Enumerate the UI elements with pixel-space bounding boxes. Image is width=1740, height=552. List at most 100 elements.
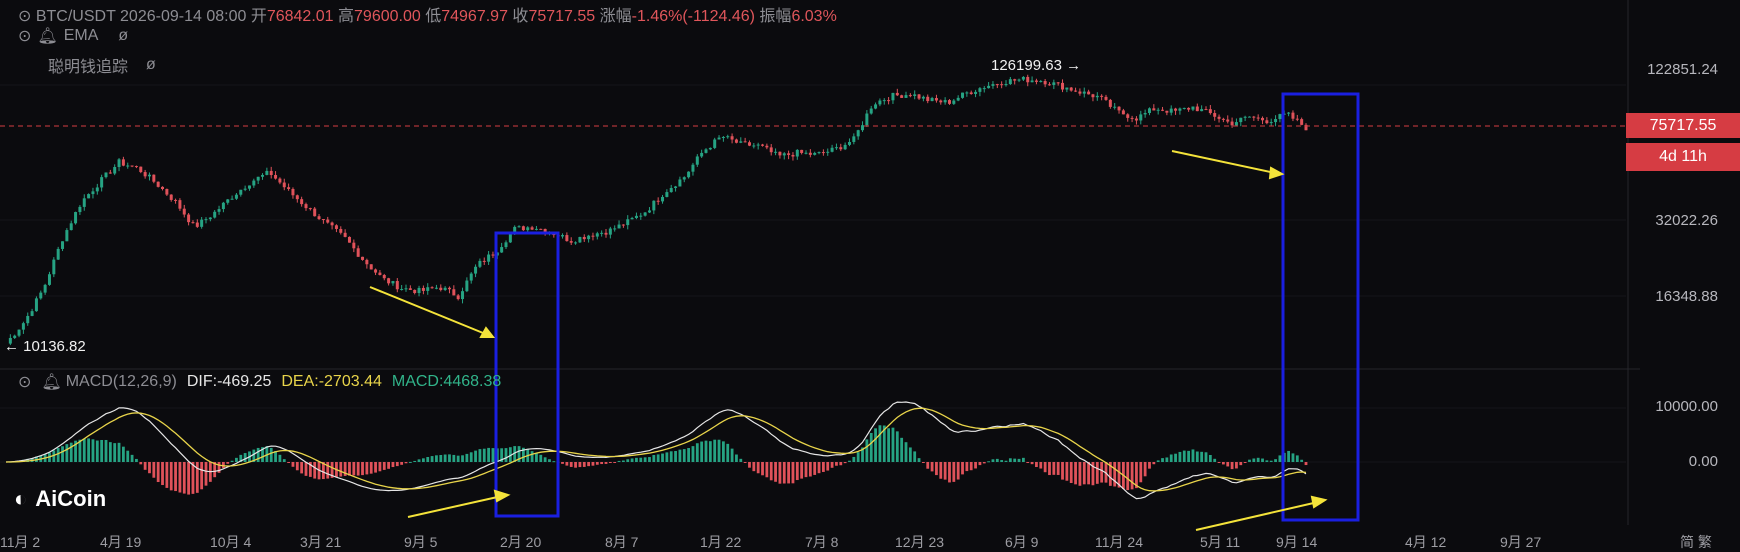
candle-body: [1278, 114, 1282, 120]
bell-icon[interactable]: 🔔︎: [41, 374, 62, 391]
macd-bar: [343, 462, 347, 476]
candle-body: [13, 335, 17, 338]
macd-bar: [121, 446, 125, 462]
candle-body: [330, 222, 334, 226]
macd-bar: [578, 462, 582, 468]
macd-bar: [691, 446, 695, 462]
candle-body: [391, 281, 395, 284]
candle-body: [113, 167, 117, 174]
macd-bar: [200, 462, 204, 490]
candle-body: [1300, 119, 1304, 125]
candle-body: [608, 228, 612, 235]
candle-body: [204, 219, 208, 221]
ema-label[interactable]: EMA: [63, 27, 99, 44]
macd-bar: [521, 447, 525, 462]
candle-body: [987, 85, 991, 89]
candle-body: [413, 289, 417, 293]
macd-bar: [239, 454, 243, 462]
candle-body: [721, 136, 725, 138]
smart-money-label[interactable]: 聪明钱追踪: [48, 59, 129, 76]
macd-label[interactable]: MACD(12,26,9): [65, 373, 177, 390]
candle-body: [947, 100, 951, 104]
candle-body: [656, 200, 660, 202]
arrow-macd-1: [407, 495, 503, 518]
ema-row: ⊙ 🔔︎ EMA ø: [18, 26, 128, 46]
macd-bar: [656, 454, 660, 462]
low-marker: ← 10136.82: [4, 338, 86, 355]
macd-bar: [717, 439, 721, 462]
eye-hidden-icon[interactable]: ø: [146, 56, 156, 73]
collapse-chevron-icon[interactable]: ⊙: [18, 28, 32, 45]
macd-bar: [878, 425, 882, 462]
macd-bar: [1235, 462, 1238, 469]
candle-body: [508, 233, 512, 243]
smart-money-row: 聪明钱追踪 ø: [48, 53, 156, 77]
candle-body: [474, 266, 478, 274]
macd-bar: [1117, 462, 1121, 488]
macd-bar: [869, 432, 873, 462]
macd-bar: [978, 462, 982, 466]
eye-hidden-icon[interactable]: ø: [118, 27, 129, 44]
macd-bar: [1165, 457, 1169, 462]
macd-bar: [800, 462, 804, 479]
macd-bar: [548, 459, 551, 462]
macd-bar: [987, 461, 991, 463]
macd-bar: [1126, 462, 1130, 491]
x-tick[interactable]: 简 繁: [1680, 534, 1712, 550]
macd-bar: [652, 454, 656, 462]
candle-body: [795, 149, 799, 157]
macd-bar: [387, 462, 391, 469]
macd-bar: [939, 462, 943, 479]
candle-body: [804, 152, 808, 154]
macd-bar: [1200, 451, 1204, 462]
candle-body: [895, 92, 899, 96]
macd-bar: [1221, 462, 1225, 465]
candle-body: [139, 166, 143, 173]
macd-bar: [1230, 462, 1234, 470]
candle-body: [465, 280, 469, 292]
candle-body: [643, 212, 647, 216]
macd-bar: [143, 462, 147, 470]
macd-bar: [330, 462, 334, 478]
candle-body: [1165, 110, 1169, 113]
macd-bar: [1265, 460, 1269, 462]
candle-body: [334, 225, 338, 229]
macd-bar: [135, 458, 138, 462]
macd-bar: [421, 458, 425, 462]
low-value: 74967.97: [441, 8, 508, 25]
candle-body: [469, 273, 473, 281]
candle-body: [78, 206, 82, 213]
macd-bar: [69, 442, 73, 462]
macd-bar: [104, 439, 108, 462]
candle-body: [1039, 81, 1043, 83]
bell-icon[interactable]: 🔔︎: [37, 28, 58, 45]
macd-bar: [456, 455, 460, 462]
macd-bar: [613, 462, 617, 463]
candle-body: [861, 125, 865, 131]
candle-body: [69, 223, 73, 231]
macd-bar: [587, 462, 591, 467]
candle-body: [169, 194, 173, 200]
candle-body: [900, 95, 904, 98]
macd-bar: [617, 460, 621, 462]
macd-bar: [569, 462, 573, 467]
collapse-chevron-icon[interactable]: ⊙: [18, 374, 32, 391]
candle-body: [161, 186, 165, 190]
candle-body: [626, 219, 630, 226]
candle-body: [982, 88, 986, 90]
candle-body: [730, 136, 734, 140]
macd-bar: [1169, 454, 1173, 462]
macd-bar: [956, 462, 960, 480]
macd-bar: [265, 446, 269, 462]
macd-bar: [1030, 462, 1034, 465]
candle-body: [1078, 91, 1082, 94]
macd-bar: [1304, 462, 1308, 466]
macd-bar: [326, 462, 330, 479]
macd-bar: [730, 448, 734, 462]
divergence-arrows: [369, 150, 1328, 531]
circle-chevron-icon[interactable]: ⊙: [18, 8, 32, 25]
macd-bar: [669, 451, 673, 462]
macd-bar: [826, 462, 830, 471]
macd-bar: [1226, 462, 1230, 467]
candle-body: [300, 199, 304, 205]
